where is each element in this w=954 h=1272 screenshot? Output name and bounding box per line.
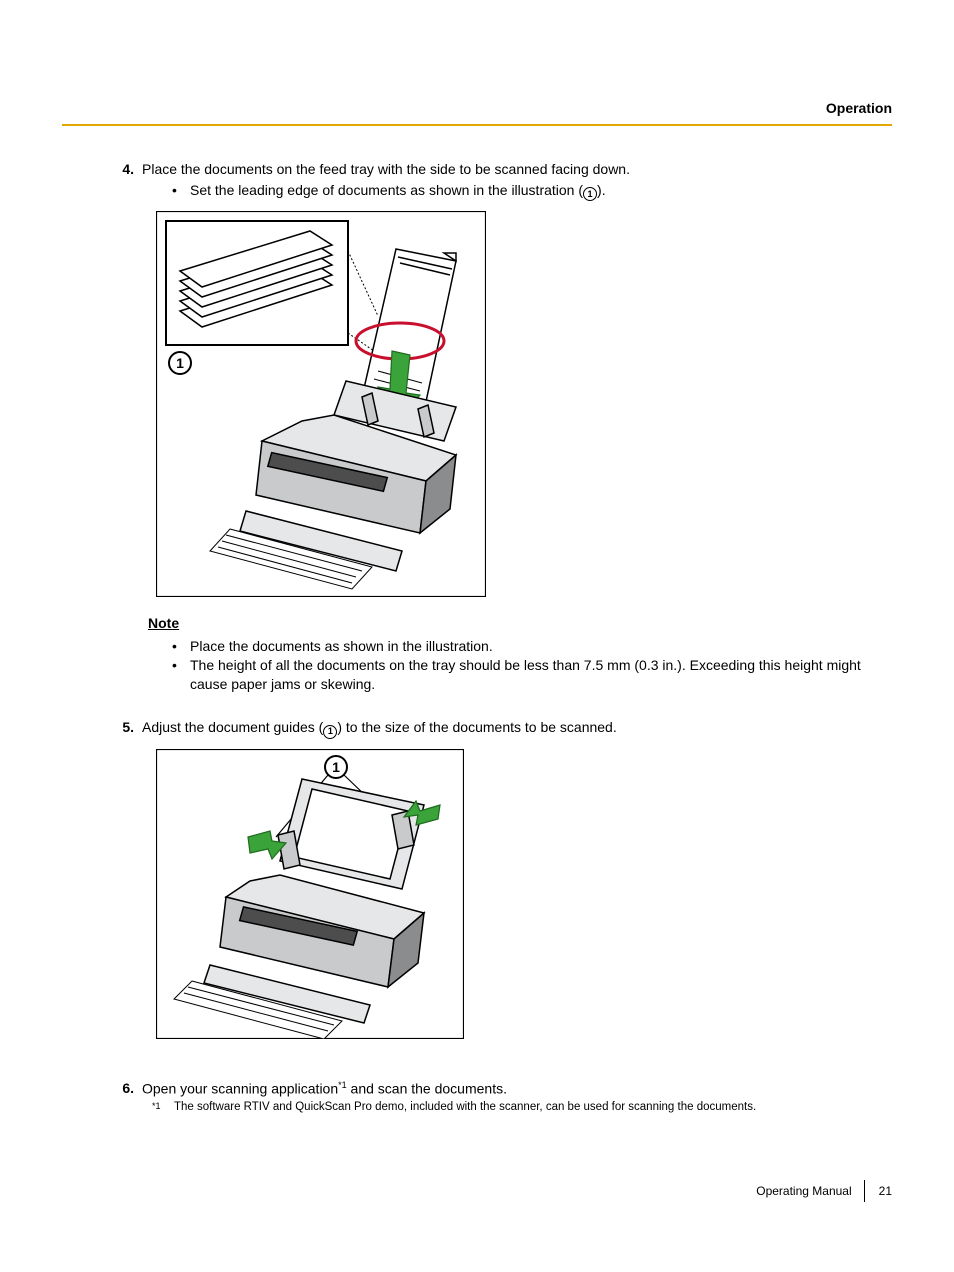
step-4-bullet-1: Set the leading edge of documents as sho…: [166, 181, 892, 202]
step-number: 4.: [116, 160, 142, 179]
footnote-text: The software RTIV and QuickScan Pro demo…: [174, 1100, 756, 1115]
step-text: Place the documents on the feed tray wit…: [142, 160, 892, 179]
step-text: Open your scanning application*1 and sca…: [142, 1079, 892, 1099]
note-bullet-2: The height of all the documents on the t…: [166, 656, 892, 694]
page-content: 4. Place the documents on the feed tray …: [116, 160, 892, 1125]
circled-1-icon: 1: [323, 725, 337, 739]
step-6-before: Open your scanning application: [142, 1080, 338, 1096]
step-text: Adjust the document guides (1) to the si…: [142, 718, 892, 739]
svg-text:1: 1: [332, 759, 340, 775]
step-5: 5. Adjust the document guides (1) to the…: [116, 718, 892, 739]
circled-1-icon: 1: [583, 187, 597, 201]
step-5-after: ) to the size of the documents to be sca…: [337, 719, 616, 735]
footer-separator: [864, 1180, 865, 1202]
bullet-text-before: Set the leading edge of documents as sho…: [190, 182, 583, 198]
note-heading: Note: [148, 615, 892, 631]
step-4-sub: Set the leading edge of documents as sho…: [116, 181, 892, 202]
step-number: 5.: [116, 718, 142, 737]
footer-page-number: 21: [879, 1184, 892, 1198]
step-number: 6.: [116, 1079, 142, 1098]
footnote-mark: *1: [152, 1100, 174, 1115]
figure-step-5: 1: [156, 749, 892, 1039]
bullet-text-after: ).: [597, 182, 606, 198]
step-6: 6. Open your scanning application*1 and …: [116, 1079, 892, 1115]
footnote-1: *1 The software RTIV and QuickScan Pro d…: [152, 1100, 892, 1115]
footer-manual-name: Operating Manual: [756, 1184, 851, 1198]
note-bullet-1: Place the documents as shown in the illu…: [166, 637, 892, 656]
note-bullets: Place the documents as shown in the illu…: [116, 637, 892, 694]
step-6-after: and scan the documents.: [347, 1080, 507, 1096]
section-header: Operation: [826, 100, 892, 116]
figure-step-4: 1: [156, 211, 892, 597]
step-4: 4. Place the documents on the feed tray …: [116, 160, 892, 201]
footnote-marker: *1: [338, 1080, 347, 1090]
step-5-before: Adjust the document guides (: [142, 719, 323, 735]
page-footer: Operating Manual 21: [756, 1180, 892, 1202]
header-rule: [62, 124, 892, 126]
svg-text:1: 1: [176, 355, 184, 371]
